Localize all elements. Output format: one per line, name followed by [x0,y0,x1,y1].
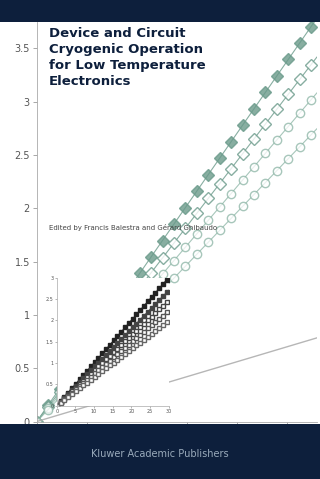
Text: Kluwer Academic Publishers: Kluwer Academic Publishers [91,449,229,459]
Text: Edited by Francis Balestra and Gérard Ghibaudo: Edited by Francis Balestra and Gérard Gh… [49,224,217,231]
Text: Device and Circuit
Cryogenic Operation
for Low Temperature
Electronics: Device and Circuit Cryogenic Operation f… [49,27,205,88]
